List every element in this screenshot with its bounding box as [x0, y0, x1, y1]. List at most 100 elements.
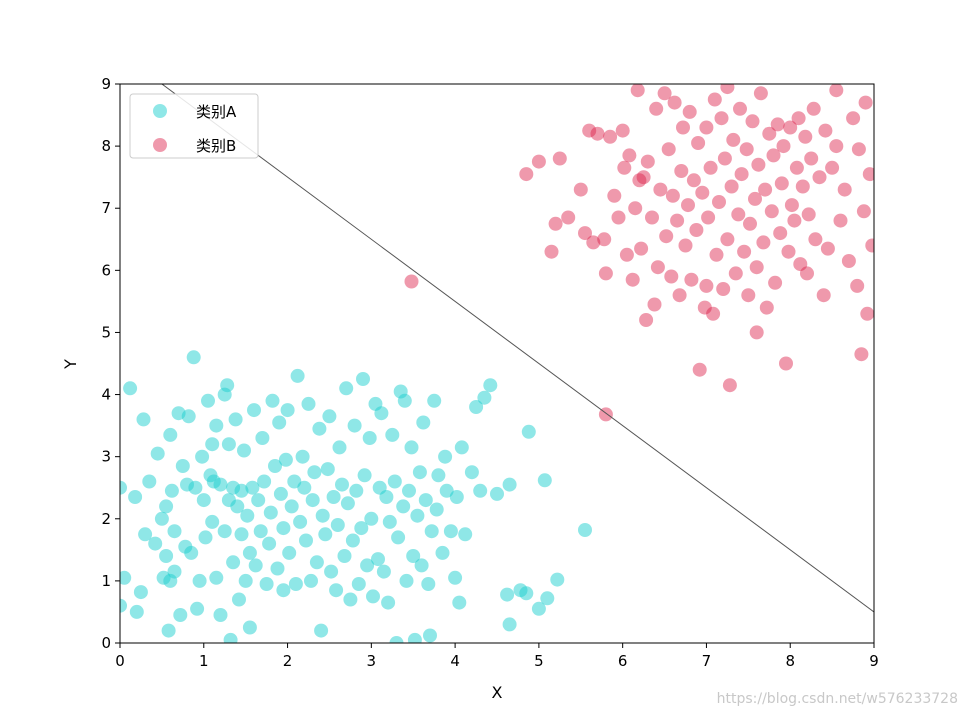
series-b-point: [632, 173, 647, 188]
series-a-point: [404, 440, 419, 455]
series-a-point: [270, 561, 285, 576]
series-a-point: [362, 431, 377, 445]
series-a-point: [330, 518, 345, 532]
series-b-point: [829, 84, 844, 98]
series-a-point: [201, 393, 215, 408]
series-a-point: [159, 499, 174, 514]
series-b-point: [833, 213, 848, 228]
series-b-point: [773, 226, 788, 241]
y-axis-ticks: 0 1 2 3 4 5 6 7 8 9: [101, 75, 120, 652]
series-b-point: [582, 123, 597, 138]
series-a-point: [429, 502, 444, 517]
series-b-point: [611, 210, 626, 225]
series-b-point: [739, 142, 754, 157]
series-a-point: [356, 372, 370, 386]
series-a-point: [458, 527, 473, 542]
series-a-point: [217, 524, 232, 539]
series-b-point: [781, 244, 796, 259]
series-b-point: [766, 148, 781, 163]
series-b-point: [607, 188, 622, 203]
series-b-point: [751, 157, 766, 172]
series-b-point: [699, 278, 714, 293]
series-b-point: [800, 266, 814, 281]
series-a-point: [452, 595, 467, 610]
series-a-point: [136, 412, 151, 427]
series-b-point: [801, 207, 816, 222]
series-a-point: [423, 628, 437, 643]
series-a-point: [240, 508, 255, 523]
series-b-point: [657, 86, 672, 101]
series-b-point: [791, 111, 806, 126]
series-a-point: [329, 583, 344, 598]
series-a-point: [245, 480, 260, 495]
series-b-point: [837, 182, 852, 197]
series-b-point: [865, 238, 874, 253]
series-b-point: [667, 95, 682, 110]
x-tick-label: 3: [367, 652, 377, 670]
series-b-point: [774, 176, 789, 191]
series-b-point: [650, 260, 665, 275]
series-a-point: [427, 393, 442, 408]
series-b-point: [745, 114, 760, 129]
series-a-point: [540, 591, 555, 606]
series-a-point: [120, 570, 132, 585]
series-a-point: [123, 381, 138, 396]
series-b-point: [619, 247, 634, 262]
series-a-point: [255, 431, 270, 445]
series-a-point: [366, 589, 380, 604]
series-b-point: [741, 288, 756, 303]
x-tick-label: 5: [534, 652, 544, 670]
x-tick-label: 2: [283, 652, 293, 670]
series-b-point: [647, 297, 662, 312]
series-a-point: [435, 545, 450, 560]
series-a-point: [276, 583, 291, 598]
series-b-point: [776, 139, 791, 154]
series-b-point: [825, 160, 840, 175]
legend-marker-a: [153, 104, 167, 118]
series-b-point: [768, 275, 783, 290]
series-a-point: [150, 446, 165, 461]
series-a-point: [431, 468, 446, 483]
series-a-point: [173, 608, 188, 622]
series-a-point: [213, 608, 228, 622]
series-a-point: [299, 533, 313, 548]
series-b-point: [686, 173, 701, 188]
series-b-point: [829, 139, 844, 154]
series-b-point: [749, 260, 764, 275]
series-a-point: [237, 443, 251, 458]
legend-marker-b: [153, 138, 167, 152]
series-b-point: [670, 213, 685, 228]
series-b-point: [714, 111, 729, 126]
series-a-point: [304, 573, 318, 588]
series-a-point: [181, 409, 196, 424]
series-a-point: [381, 595, 396, 610]
series-a-point: [154, 511, 169, 526]
series-b-point: [664, 269, 679, 284]
series-b-point: [762, 126, 777, 141]
series-b-point: [645, 210, 659, 225]
series-b-point: [816, 288, 831, 303]
series-b-point: [617, 160, 632, 175]
series-b-point: [640, 154, 655, 169]
series-a-point: [473, 483, 488, 498]
series-a-point: [349, 483, 364, 498]
series-a-point: [402, 483, 416, 498]
series-a-point: [424, 524, 439, 539]
series-b-point: [636, 170, 651, 185]
series-b-point: [625, 272, 640, 287]
series-b-point: [795, 179, 810, 194]
series-b-point: [806, 101, 821, 116]
series-a-point: [389, 636, 404, 643]
series-a-point: [312, 421, 327, 436]
series-a-point: [396, 499, 411, 514]
series-b-point: [653, 182, 668, 197]
series-b-point: [756, 235, 771, 250]
series-a-point: [391, 530, 406, 545]
series-a-point: [421, 577, 436, 591]
series-b-point: [779, 356, 793, 371]
series-a-point: [382, 514, 397, 529]
series-a-point: [253, 524, 268, 539]
series-a-point: [339, 381, 354, 396]
